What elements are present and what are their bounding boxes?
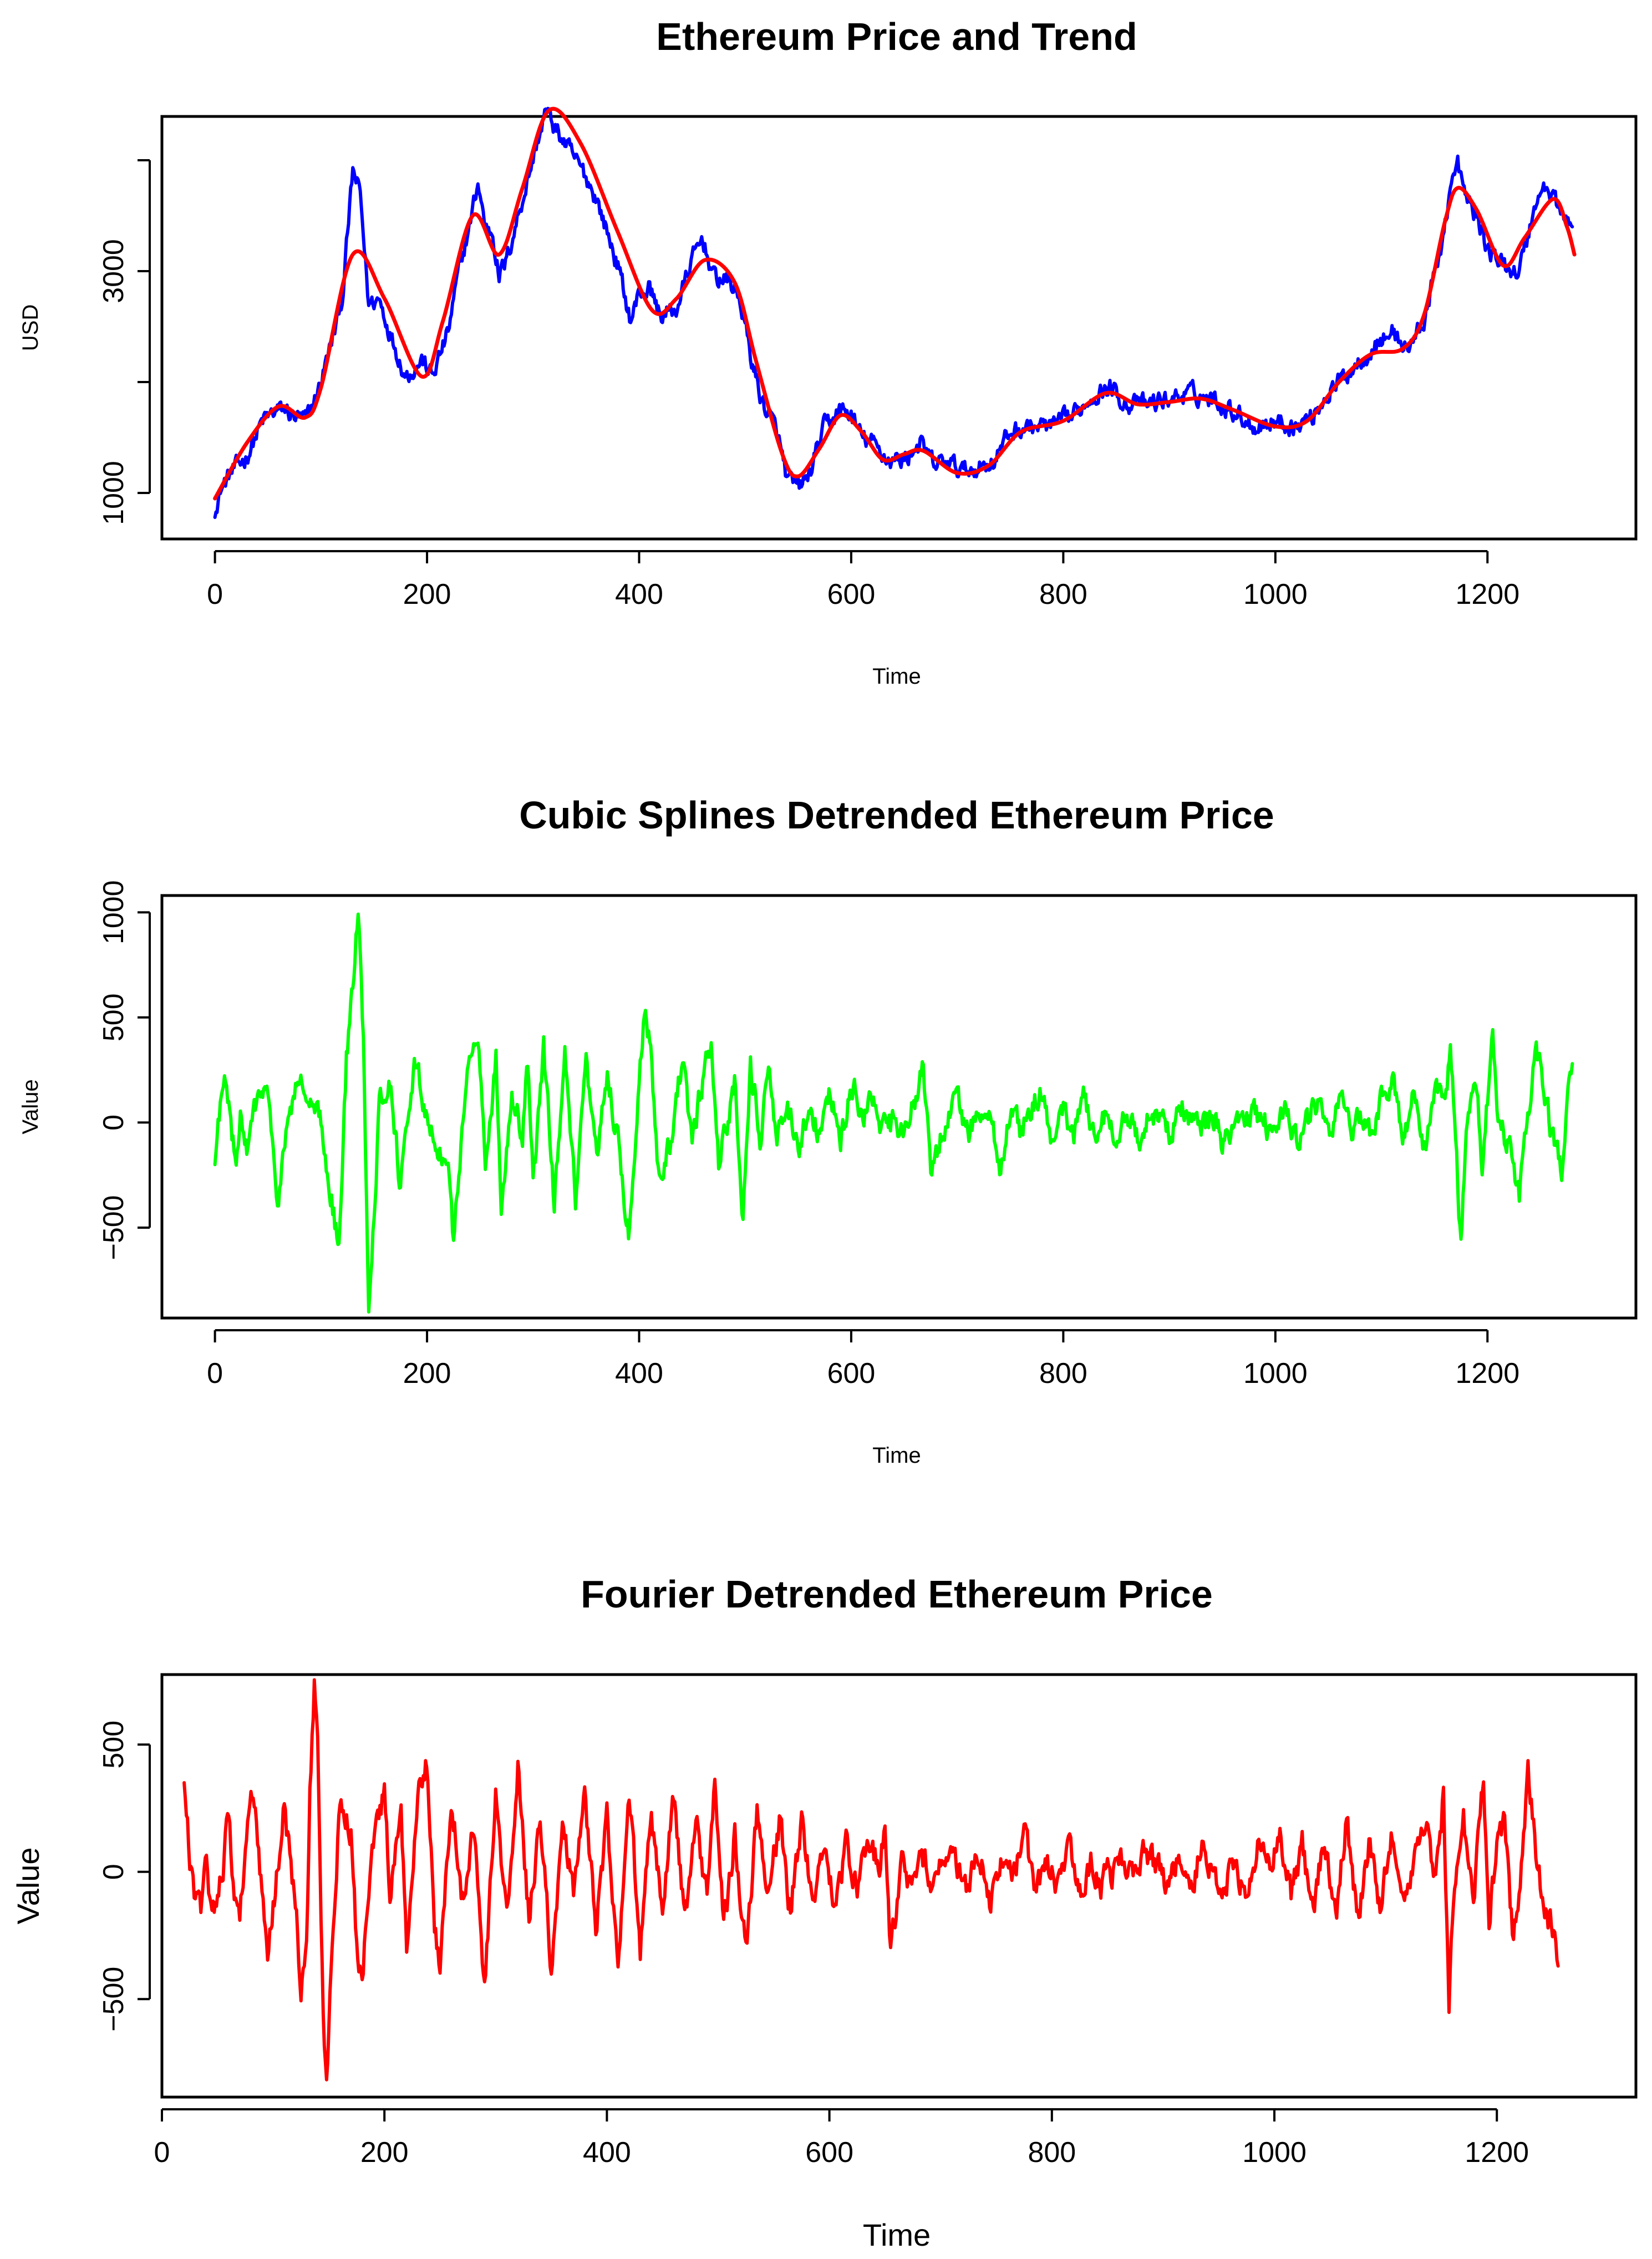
spline-x-tick-label: 800 bbox=[1039, 1357, 1087, 1390]
spline-y-axis-label: Value bbox=[18, 1079, 43, 1134]
spline-y-axis: −500 0 500 1000 bbox=[98, 880, 151, 1260]
price-y-axis: 1000 3000 bbox=[98, 159, 151, 525]
fourier-series-line-0 bbox=[182, 1678, 1560, 2082]
price-series-trend-1 bbox=[213, 106, 1577, 501]
price-series-layer bbox=[213, 106, 1577, 519]
spline-x-tick-label: 400 bbox=[615, 1357, 663, 1390]
fourier-x-tick-label: 400 bbox=[583, 2136, 631, 2169]
fourier-y-tick-label: 0 bbox=[98, 1864, 130, 1880]
fourier-x-tick-label: 200 bbox=[360, 2136, 409, 2169]
spline-y-tick-label: 0 bbox=[98, 1115, 130, 1131]
spline-x-tick-label: 200 bbox=[403, 1357, 451, 1390]
fourier-plot-frame bbox=[160, 1673, 1638, 2099]
spline-y-tick-label: 1000 bbox=[98, 880, 130, 944]
price-x-tick-label: 0 bbox=[207, 578, 223, 610]
price-x-tick-label: 200 bbox=[403, 578, 451, 610]
fourier-y-tick-label: 500 bbox=[98, 1721, 130, 1769]
price-plot-frame bbox=[160, 115, 1638, 541]
spline-plot-frame bbox=[160, 894, 1638, 1320]
fourier-series-layer bbox=[182, 1678, 1560, 2082]
spline-series-layer bbox=[213, 912, 1574, 1314]
price-x-tick-label: 400 bbox=[615, 578, 663, 610]
price-x-tick-label: 1000 bbox=[1243, 578, 1308, 610]
spline-x-axis-label: Time bbox=[872, 1443, 921, 1468]
fourier-chart-title: Fourier Detrended Ethereum Price bbox=[581, 1573, 1213, 1616]
fourier-x-tick-label: 1000 bbox=[1242, 2136, 1307, 2169]
price-x-tick-label: 1200 bbox=[1455, 578, 1519, 610]
fourier-x-tick-label: 1200 bbox=[1465, 2136, 1529, 2169]
price-chart-title: Ethereum Price and Trend bbox=[656, 15, 1137, 58]
fourier-y-axis: −500 0 500 bbox=[98, 1721, 151, 2032]
spline-y-tick-label: −500 bbox=[98, 1195, 130, 1260]
fourier-x-axis-label: Time bbox=[863, 2217, 931, 2252]
price-y-axis-label: USD bbox=[18, 304, 43, 351]
fourier-y-axis-label: Value bbox=[11, 1847, 45, 1924]
price-x-axis-label: Time bbox=[872, 664, 921, 689]
spline-series-line-0 bbox=[213, 912, 1574, 1314]
fourier-x-tick-label: 800 bbox=[1028, 2136, 1076, 2169]
fourier-detrended-panel: Fourier Detrended Ethereum Price Time Va… bbox=[11, 1573, 1638, 2252]
spline-x-tick-label: 0 bbox=[207, 1357, 223, 1390]
spline-x-tick-label: 600 bbox=[827, 1357, 876, 1390]
spline-x-tick-label: 1200 bbox=[1455, 1357, 1519, 1390]
price-x-axis: 0 200 400 600 800 1000 1200 bbox=[207, 550, 1519, 610]
fourier-x-tick-label: 0 bbox=[154, 2136, 170, 2169]
price-x-tick-label: 800 bbox=[1039, 578, 1087, 610]
spline-chart-title: Cubic Splines Detrended Ethereum Price bbox=[519, 793, 1274, 837]
fourier-x-tick-label: 600 bbox=[805, 2136, 853, 2169]
price-y-tick-label: 1000 bbox=[98, 461, 130, 525]
spline-x-axis: 0 200 400 600 800 1000 1200 bbox=[207, 1329, 1519, 1390]
fourier-x-axis: 0 200 400 600 800 1000 1200 bbox=[154, 2108, 1529, 2169]
price-trend-panel: Ethereum Price and Trend Time USD 0 200 40… bbox=[18, 15, 1638, 689]
price-x-tick-label: 600 bbox=[827, 578, 876, 610]
fourier-y-tick-label: −500 bbox=[98, 1967, 130, 2032]
spline-detrended-panel: Cubic Splines Detrended Ethereum Price T… bbox=[18, 793, 1638, 1468]
price-y-tick-label: 3000 bbox=[98, 239, 130, 303]
spline-y-tick-label: 500 bbox=[98, 993, 130, 1041]
spline-x-tick-label: 1000 bbox=[1243, 1357, 1308, 1390]
